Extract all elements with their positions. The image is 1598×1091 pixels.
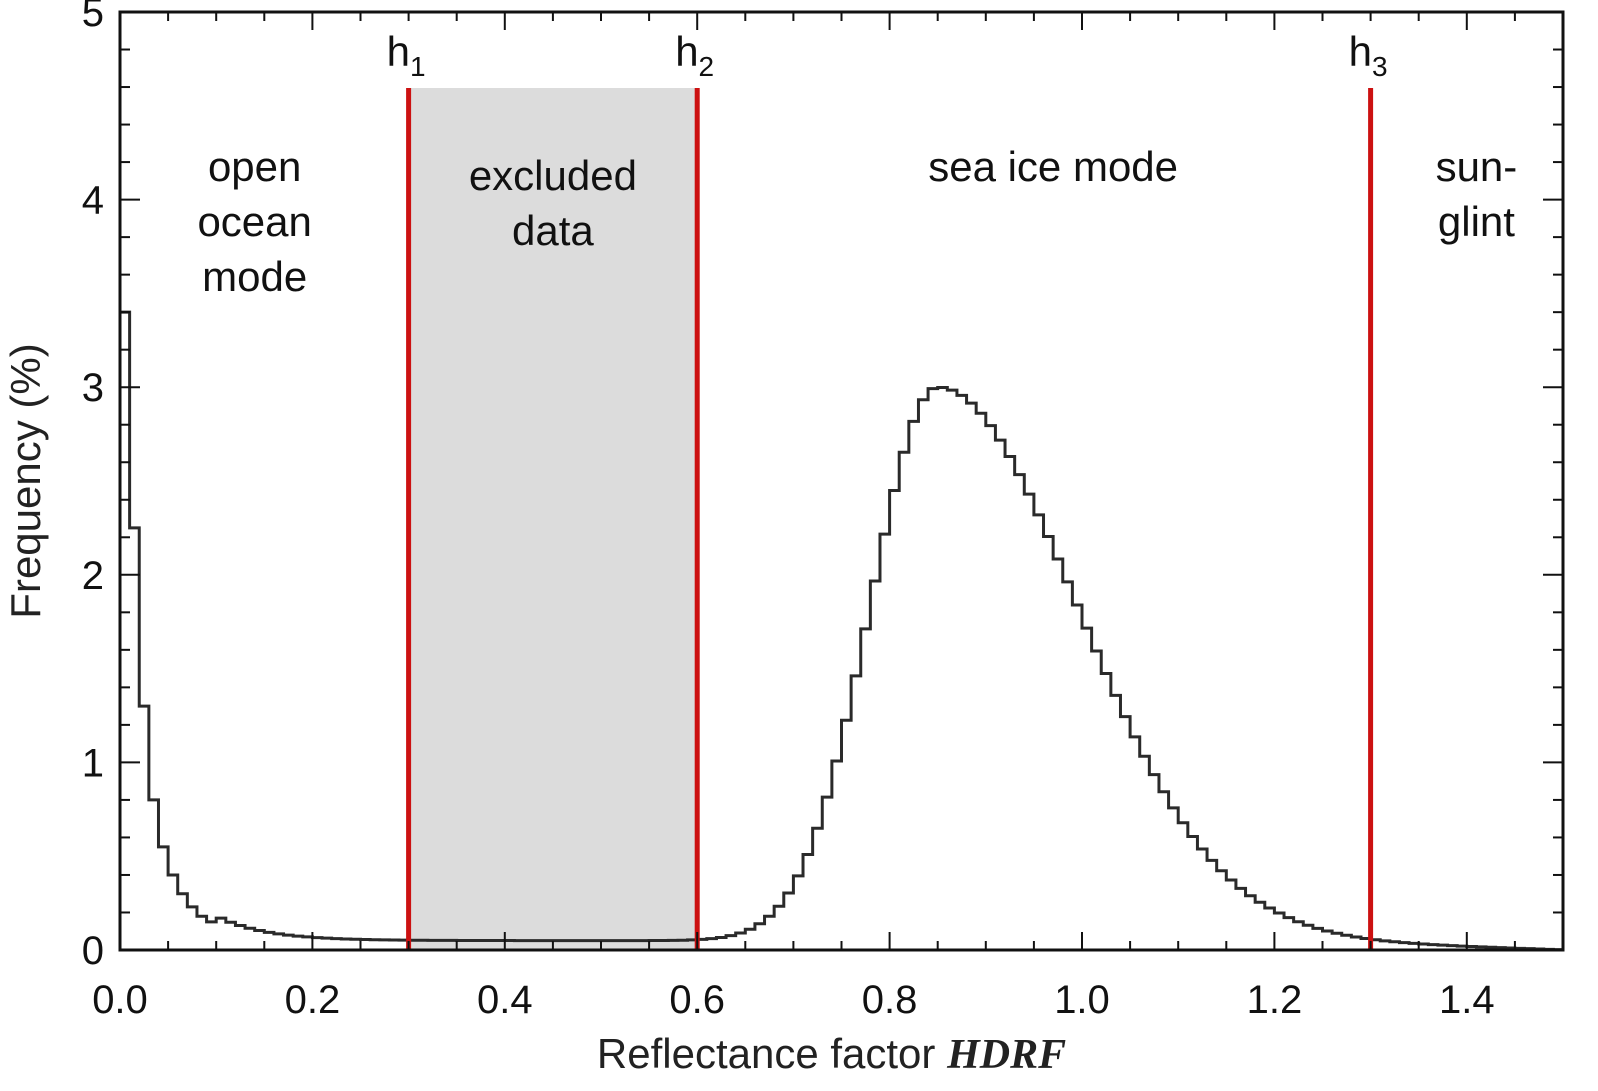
x-tick-label: 0.6 — [669, 978, 725, 1022]
x-tick-label: 0.4 — [477, 978, 533, 1022]
x-tick-label: 1.0 — [1054, 978, 1110, 1022]
y-tick-label: 5 — [82, 0, 104, 35]
y-tick-label: 0 — [82, 929, 104, 973]
region-label-4: excluded data — [469, 152, 637, 254]
y-tick-label: 1 — [82, 741, 104, 785]
plot-frame — [118, 10, 1565, 952]
x-tick-label: 1.2 — [1247, 978, 1303, 1022]
threshold-label-2: h2 — [675, 28, 714, 82]
x-tick-label: 0.8 — [862, 978, 918, 1022]
region-label-2: sea ice mode — [928, 143, 1178, 190]
x-axis-title: Reflectance factor HDRF — [597, 1030, 1066, 1078]
x-tick-label: 0.0 — [92, 978, 148, 1022]
region-label-3: sun-glint — [1436, 143, 1518, 245]
y-tick-label: 2 — [82, 554, 104, 598]
threshold-label-1: h1 — [387, 28, 426, 82]
y-tick-label: 4 — [82, 179, 104, 223]
threshold-label-3: h3 — [1349, 28, 1388, 82]
x-tick-label: 0.2 — [285, 978, 341, 1022]
histogram-series — [118, 310, 1563, 952]
excluded-region — [408, 88, 698, 950]
x-axis-title-emphasis: HDRF — [946, 1032, 1066, 1078]
y-tick-label: 3 — [82, 366, 104, 410]
x-axis-title-main: Reflectance factor — [597, 1030, 936, 1077]
y-axis-title: Frequency (%) — [2, 343, 49, 618]
region-label-1: open ocean mode — [197, 143, 311, 300]
x-tick-label: 1.4 — [1439, 978, 1495, 1022]
